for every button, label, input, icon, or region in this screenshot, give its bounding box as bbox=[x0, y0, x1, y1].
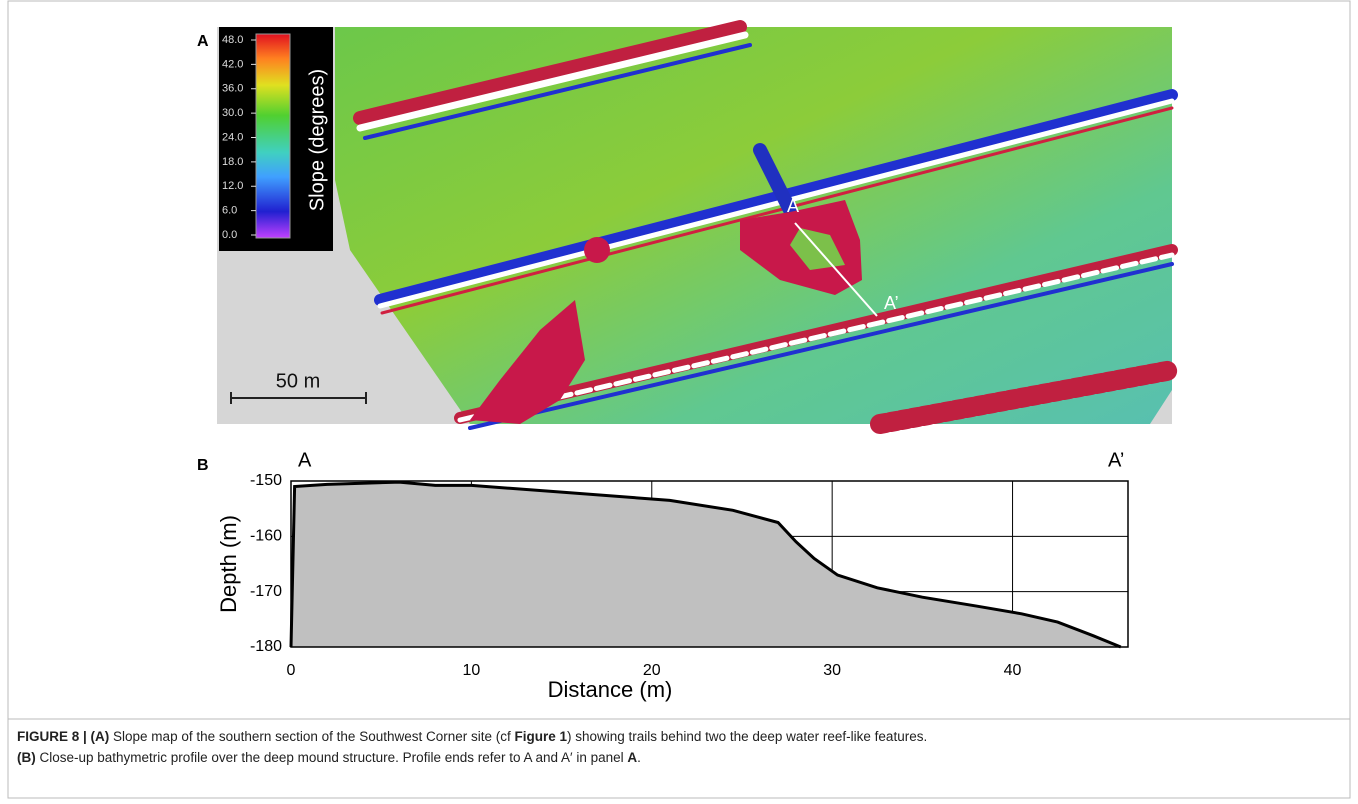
colorbar-label: Slope (degrees) bbox=[306, 69, 328, 211]
colorbar-tick-label: 24.0 bbox=[222, 131, 243, 143]
caption: FIGURE 8 | (A) Slope map of the southern… bbox=[17, 729, 927, 744]
page: A A’ Slope (degrees) 50 m A B -150 -160 -1… bbox=[0, 0, 1358, 804]
caption-part: . bbox=[637, 750, 641, 765]
scale-label: 50 m bbox=[276, 370, 320, 392]
panel-label: A bbox=[197, 33, 209, 50]
colorbar-tick-label: 6.0 bbox=[222, 205, 237, 217]
y-tick-label: -170 bbox=[250, 583, 282, 600]
colorbar-tick-label: 36.0 bbox=[222, 83, 243, 95]
caption-part: Close-up bathymetric profile over the de… bbox=[36, 750, 628, 765]
colorbar-tick-label: 48.0 bbox=[222, 34, 243, 46]
profile-end-label: A bbox=[298, 449, 312, 471]
caption: (B) Close-up bathymetric profile over th… bbox=[17, 750, 641, 765]
caption-part: FIGURE 8 | (A) bbox=[17, 729, 109, 744]
x-tick-label: 10 bbox=[462, 662, 480, 679]
caption-part: ) showing trails behind two the deep wat… bbox=[567, 729, 927, 744]
caption-part: Slope map of the southern section of the… bbox=[109, 729, 514, 744]
caption-part: (B) bbox=[17, 750, 36, 765]
y-tick-label: -180 bbox=[250, 638, 282, 655]
caption-part: A bbox=[627, 750, 637, 765]
x-tick-label: 40 bbox=[1004, 662, 1022, 679]
panel-label: B bbox=[197, 457, 209, 474]
y-tick-label: -160 bbox=[250, 528, 282, 545]
y-axis-label: Depth (m) bbox=[216, 515, 241, 613]
colorbar-tick-label: 18.0 bbox=[222, 156, 243, 168]
map-label: A bbox=[787, 196, 799, 216]
colorbar-tick-label: 12.0 bbox=[222, 180, 243, 192]
x-axis-label: Distance (m) bbox=[548, 677, 673, 702]
colorbar-tick-label: 30.0 bbox=[222, 107, 243, 119]
colorbar-tick-label: 0.0 bbox=[222, 229, 237, 241]
colorbar-tick-label: 42.0 bbox=[222, 58, 243, 70]
map-label: A’ bbox=[884, 293, 899, 313]
y-tick-label: -150 bbox=[250, 472, 282, 489]
colorbar bbox=[256, 34, 290, 238]
figure: A A’ Slope (degrees) 50 m A B -150 -160 -1… bbox=[0, 0, 1358, 799]
x-tick-label: 30 bbox=[823, 662, 841, 679]
caption-part: Figure 1 bbox=[515, 729, 568, 744]
profile-end-label: A’ bbox=[1108, 449, 1124, 471]
x-tick-label: 0 bbox=[287, 662, 296, 679]
